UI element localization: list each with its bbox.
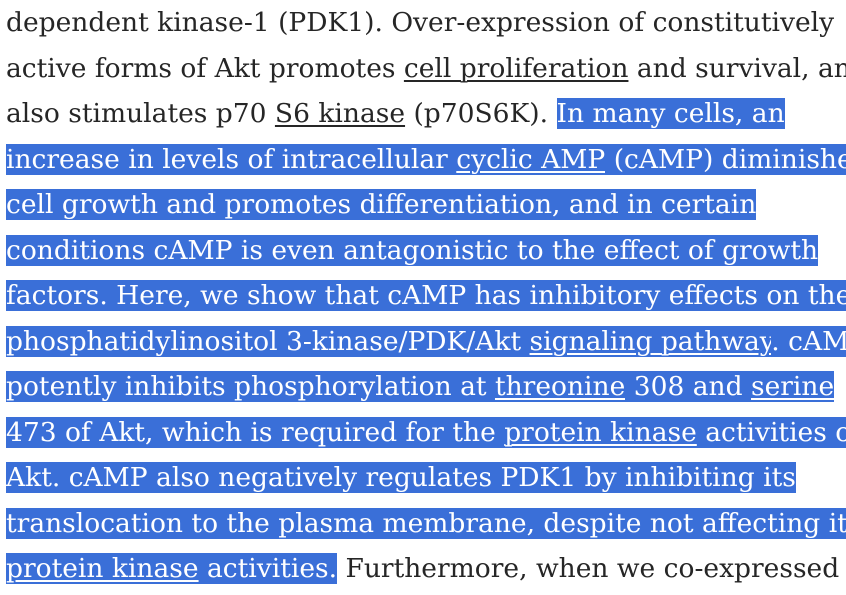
selected-text: In many cells, an [556,98,785,129]
selected-text: activities. [198,553,338,584]
term-link[interactable]: protein kinase [504,416,697,448]
text-line: dependent kinase-1 (PDK1). Over-expressi… [6,0,834,46]
selected-text: activities of [696,416,846,448]
selected-text: 473 of Akt, which is required for the [6,416,505,448]
selected-text: Akt. cAMP also negatively regulates PDK1… [6,462,796,493]
text-line: factors. Here, we show that cAMP has inh… [6,273,846,319]
text-line: 473 of Akt, which is required for the pr… [6,410,846,456]
text-line: increase in levels of intracellular cycl… [6,137,846,183]
term-link[interactable]: cyclic AMP [456,143,606,175]
term-link[interactable]: S6 kinase [274,98,406,129]
text-line: also stimulates p70 S6 kinase (p70S6K). … [6,91,785,137]
selected-text: potently inhibits phosphorylation at [6,371,495,402]
term-link[interactable]: cell proliferation [403,52,629,84]
selected-text: conditions cAMP is even antagonistic to … [6,234,819,266]
term-link[interactable]: signaling pathway [529,325,772,357]
selected-text: . cAMP [771,325,846,357]
body-text: dependent kinase-1 (PDK1). Over-expressi… [6,7,835,38]
text-line: translocation to the plasma membrane, de… [6,501,846,547]
selected-text: (cAMP) diminishes [605,143,846,175]
selected-text: phosphatidylinositol 3-kinase/PDK/Akt [6,325,530,357]
text-line: phosphatidylinositol 3-kinase/PDK/Akt si… [6,319,846,365]
term-link[interactable]: threonine [494,371,626,402]
selected-text: increase in levels of intracellular [6,143,457,175]
text-line: active forms of Akt promotes cell prolif… [6,46,846,92]
text-line: Akt. cAMP also negatively regulates PDK1… [6,455,796,501]
text-line: potently inhibits phosphorylation at thr… [6,364,835,410]
body-text: also stimulates p70 [6,98,275,129]
selected-text: translocation to the plasma membrane, de… [6,507,846,539]
body-text: and survival, and [628,52,846,84]
body-text: (p70S6K). [405,98,557,129]
body-text: active forms of Akt promotes [6,52,404,84]
term-link[interactable]: serine [750,371,835,402]
term-link[interactable]: protein kinase [6,553,199,584]
text-line: conditions cAMP is even antagonistic to … [6,228,819,274]
text-line: cell growth and promotes differentiation… [6,182,757,228]
selected-text: factors. Here, we show that cAMP has inh… [6,280,846,311]
selected-text: cell growth and promotes differentiation… [6,189,757,220]
body-text: Furthermore, when we co-expressed [337,553,840,584]
selected-text: 308 and [625,371,751,402]
text-line: protein kinase activities. Furthermore, … [6,546,839,592]
